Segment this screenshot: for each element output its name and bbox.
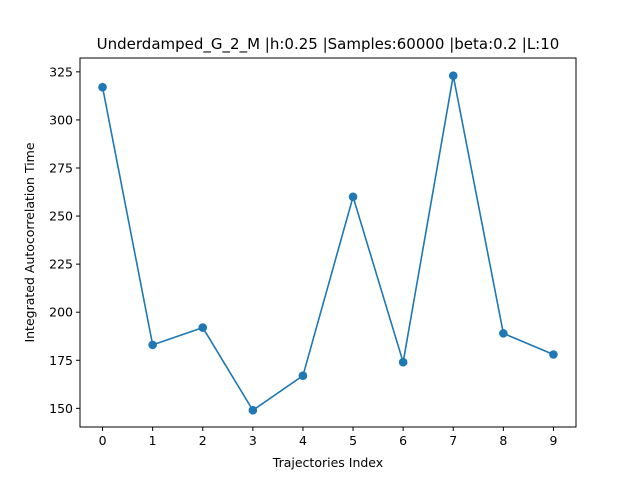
data-point bbox=[148, 340, 157, 350]
x-tick-label: 1 bbox=[149, 433, 157, 448]
data-point bbox=[398, 357, 408, 367]
data-point bbox=[549, 350, 558, 359]
chart-title: Underdamped_G_2_M |h:0.25 |Samples:60000… bbox=[97, 35, 560, 54]
y-tick-label: 275 bbox=[49, 160, 73, 175]
y-tick-label: 325 bbox=[49, 64, 73, 79]
data-point bbox=[499, 329, 508, 338]
y-tick-label: 150 bbox=[49, 401, 73, 416]
x-tick-label: 8 bbox=[499, 433, 507, 448]
x-axis-ticks: 0 1 2 3 4 5 6 7 8 9 bbox=[99, 427, 557, 448]
x-tick-label: 2 bbox=[199, 433, 207, 448]
plot-frame bbox=[79, 57, 577, 428]
data-point bbox=[98, 82, 107, 92]
data-point bbox=[248, 405, 258, 415]
x-axis-label: Trajectories Index bbox=[272, 455, 383, 470]
y-tick-label: 175 bbox=[49, 353, 73, 368]
y-tick-label: 250 bbox=[49, 209, 73, 224]
x-tick-label: 3 bbox=[249, 433, 257, 448]
series-group bbox=[98, 71, 558, 415]
data-point bbox=[448, 71, 458, 80]
series-line bbox=[101, 74, 554, 412]
y-tick-label: 225 bbox=[49, 257, 73, 272]
data-point bbox=[348, 192, 358, 202]
x-tick-label: 6 bbox=[399, 433, 407, 448]
data-point bbox=[298, 371, 308, 380]
x-tick-label: 0 bbox=[99, 433, 107, 448]
x-tick-label: 4 bbox=[299, 433, 307, 448]
y-tick-label: 300 bbox=[49, 112, 73, 127]
y-axis-ticks: 150 175 200 225 250 275 300 325 bbox=[49, 64, 80, 416]
x-tick-label: 5 bbox=[349, 433, 357, 448]
y-axis-label: Integrated Autocorrelation Time bbox=[22, 142, 37, 342]
x-tick-label: 7 bbox=[449, 433, 457, 448]
y-tick-label: 200 bbox=[49, 305, 73, 320]
x-tick-label: 9 bbox=[549, 433, 557, 448]
data-point bbox=[198, 323, 208, 332]
